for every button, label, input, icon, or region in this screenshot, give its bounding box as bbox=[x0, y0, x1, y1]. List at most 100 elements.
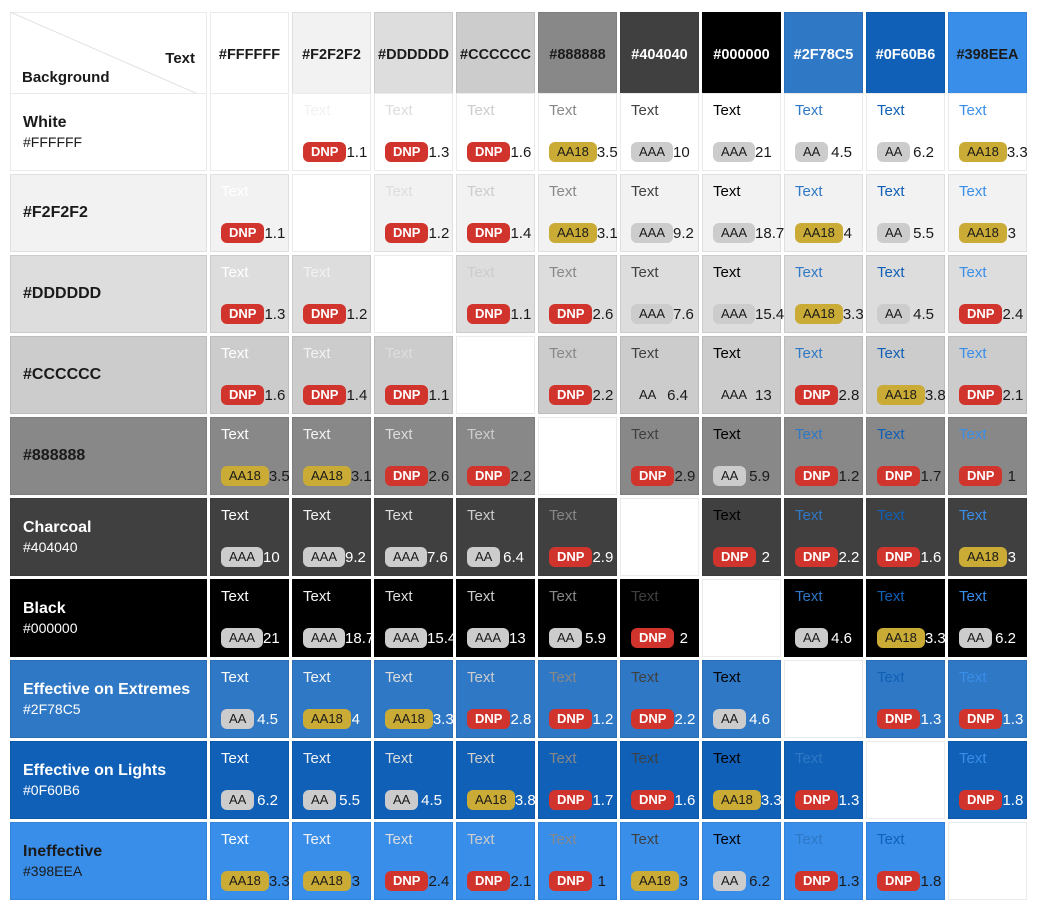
cell-meta: AA18 3 bbox=[959, 547, 1016, 567]
row-hex-label: #2F78C5 bbox=[23, 701, 81, 718]
contrast-ratio: 1.6 bbox=[510, 143, 532, 161]
sample-text: Text bbox=[467, 102, 495, 119]
grid-cell-same-color bbox=[948, 822, 1027, 900]
column-header-FFFFFF: #FFFFFF bbox=[210, 12, 289, 98]
sample-text: Text bbox=[467, 507, 495, 524]
column-header-404040: #404040 bbox=[620, 12, 699, 98]
grid-cell: Text DNP 2.6 bbox=[538, 255, 617, 333]
grid-cell: Text AA18 3.1 bbox=[538, 174, 618, 252]
sample-text: Text bbox=[877, 426, 905, 443]
rating-badge: DNP bbox=[795, 466, 839, 486]
sample-text: Text bbox=[877, 264, 905, 281]
cell-meta: AAA 13 bbox=[713, 385, 772, 405]
contrast-ratio: 2.2 bbox=[674, 710, 696, 728]
contrast-ratio: 1.3 bbox=[838, 791, 860, 809]
grid-cell: Text AA18 3.3 bbox=[948, 93, 1028, 171]
rating-badge: DNP bbox=[631, 628, 675, 648]
column-header-CCCCCC: #CCCCCC bbox=[456, 12, 535, 98]
cell-meta: AA 5.9 bbox=[713, 466, 770, 486]
sample-text: Text bbox=[795, 507, 823, 524]
rating-badge: AA bbox=[385, 790, 419, 810]
rating-badge: AA18 bbox=[549, 142, 597, 162]
grid-cell: Text AAA 10 bbox=[210, 498, 289, 576]
grid-cell: Text AAA 18.7 bbox=[292, 579, 374, 657]
rating-badge: DNP bbox=[303, 385, 347, 405]
grid-cell: Text AA 6.4 bbox=[620, 336, 699, 414]
contrast-ratio: 3.3 bbox=[842, 305, 864, 323]
sample-text: Text bbox=[795, 588, 823, 605]
grid-cell: Text DNP 2.2 bbox=[538, 336, 617, 414]
contrast-ratio: 6.4 bbox=[667, 386, 688, 404]
sample-text: Text bbox=[385, 426, 413, 443]
cell-meta: AA18 4 bbox=[795, 223, 852, 243]
sample-text: Text bbox=[549, 750, 577, 767]
rating-badge: AA bbox=[877, 304, 911, 324]
sample-text: Text bbox=[221, 426, 249, 443]
contrast-ratio: 1.6 bbox=[674, 791, 696, 809]
grid-cell-same-color bbox=[292, 174, 371, 252]
contrast-ratio: 1.2 bbox=[428, 224, 450, 242]
cell-meta: DNP 2.2 bbox=[467, 466, 531, 486]
sample-text: Text bbox=[303, 507, 331, 524]
sample-text: Text bbox=[385, 507, 413, 524]
grid-cell: Text DNP 1.6 bbox=[210, 336, 289, 414]
rating-badge: DNP bbox=[221, 223, 265, 243]
grid-cell: Text DNP 2.2 bbox=[620, 660, 699, 738]
cell-meta: AA 4.5 bbox=[221, 709, 278, 729]
rating-badge: AAA bbox=[713, 223, 756, 243]
grid-cell: Text AAA 7.6 bbox=[620, 255, 699, 333]
rating-badge: DNP bbox=[221, 304, 265, 324]
sample-text: Text bbox=[467, 588, 495, 605]
rating-badge: AAA bbox=[631, 304, 674, 324]
sample-text: Text bbox=[221, 669, 249, 686]
cell-meta: DNP 2.1 bbox=[959, 385, 1023, 405]
cell-meta: DNP 2.8 bbox=[795, 385, 859, 405]
contrast-ratio: 4.5 bbox=[831, 143, 852, 161]
rating-badge: AA bbox=[795, 628, 829, 648]
cell-meta: DNP 1 bbox=[959, 466, 1016, 486]
sample-text: Text bbox=[877, 588, 905, 605]
column-header-000000: #000000 bbox=[702, 12, 781, 98]
cell-meta: AA18 3.8 bbox=[877, 385, 946, 405]
cell-meta: DNP 2.6 bbox=[385, 466, 449, 486]
row-name-label: Effective on Extremes bbox=[23, 680, 191, 698]
sample-text: Text bbox=[877, 831, 905, 848]
contrast-ratio: 1.3 bbox=[428, 143, 450, 161]
sample-text: Text bbox=[877, 102, 905, 119]
row-header-DDDDDD: #DDDDDD bbox=[10, 255, 207, 333]
contrast-ratio: 2.4 bbox=[428, 872, 450, 890]
grid-cell: Text AA18 3 bbox=[620, 822, 699, 900]
rating-badge: DNP bbox=[385, 466, 429, 486]
cell-meta: DNP 1.3 bbox=[795, 871, 859, 891]
cell-meta: DNP 1.7 bbox=[877, 466, 941, 486]
column-header-888888: #888888 bbox=[538, 12, 617, 98]
contrast-ratio: 2.2 bbox=[838, 548, 860, 566]
rating-badge: DNP bbox=[877, 466, 921, 486]
rating-badge: AA bbox=[713, 709, 747, 729]
row-header-CCCCCC: #CCCCCC bbox=[10, 336, 207, 414]
contrast-ratio: 10 bbox=[263, 548, 280, 566]
grid-cell-same-color bbox=[620, 498, 699, 576]
rating-badge: AA bbox=[795, 142, 829, 162]
grid-cell: Text AA18 3.3 bbox=[702, 741, 782, 819]
cell-meta: DNP 1.1 bbox=[221, 223, 285, 243]
grid-cell: Text DNP 1.3 bbox=[784, 741, 863, 819]
cell-meta: DNP 1.3 bbox=[959, 709, 1023, 729]
sample-text: Text bbox=[549, 669, 577, 686]
row-hex-label: #398EEA bbox=[23, 863, 83, 880]
rating-badge: DNP bbox=[385, 385, 429, 405]
grid-cell: Text AA 4.6 bbox=[702, 660, 781, 738]
row-header-FFFFFF: White #FFFFFF bbox=[10, 93, 207, 171]
rating-badge: AA18 bbox=[959, 142, 1007, 162]
rating-badge: DNP bbox=[467, 709, 511, 729]
grid-cell: Text AA 4.5 bbox=[210, 660, 289, 738]
rating-badge: DNP bbox=[795, 547, 839, 567]
rating-badge: DNP bbox=[959, 304, 1003, 324]
row-name-label: Charcoal bbox=[23, 518, 92, 536]
contrast-ratio: 2.2 bbox=[510, 467, 532, 485]
column-header-0F60B6: #0F60B6 bbox=[866, 12, 945, 98]
cell-meta: DNP 2.8 bbox=[467, 709, 531, 729]
cell-meta: AA 6.4 bbox=[467, 547, 524, 567]
cell-meta: DNP 1.8 bbox=[959, 790, 1023, 810]
sample-text: Text bbox=[467, 669, 495, 686]
